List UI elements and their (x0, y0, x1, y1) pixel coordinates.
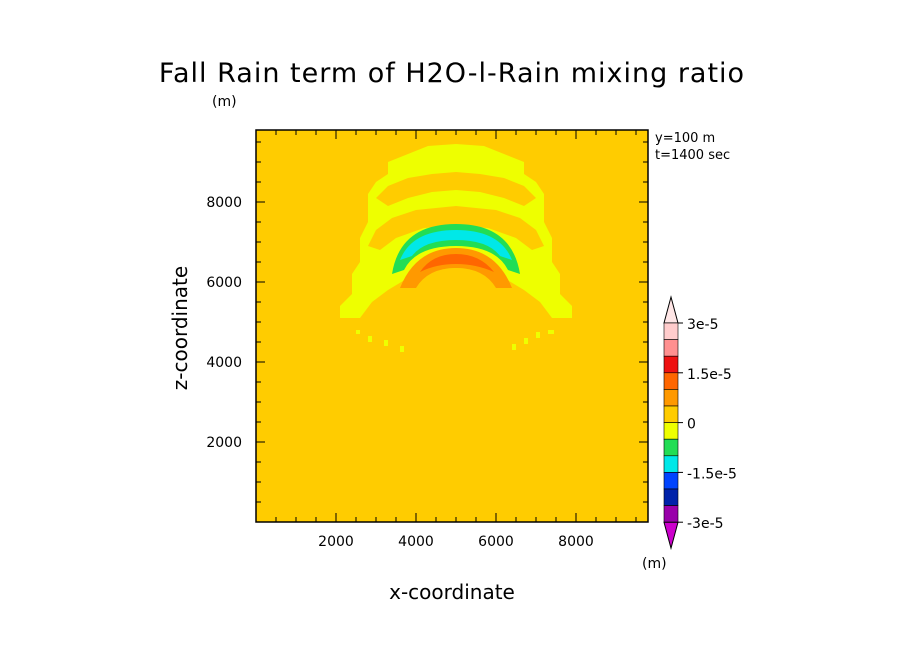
colorbar-label: 1.5e-5 (687, 367, 732, 383)
colorbar-swatch-8 (663, 455, 679, 473)
colorbar-bottom-triangle (663, 521, 679, 551)
colorbar-label: 0 (687, 417, 696, 433)
colorbar-swatch-5 (663, 405, 679, 423)
colorbar-swatch-10 (663, 488, 679, 506)
y-tick-label: 6000 (206, 275, 242, 291)
colorbar-swatch-3 (663, 372, 679, 390)
colorbar-swatch-2 (663, 355, 679, 374)
x-tick-label: 4000 (398, 534, 434, 550)
colorbar-swatch-7 (663, 438, 679, 457)
y-tick-label: 8000 (206, 195, 242, 211)
x-tick-label: 2000 (318, 534, 354, 550)
contour-orange-arc (400, 248, 512, 288)
contour-zero-gap-lower (368, 206, 544, 250)
contour-speck-5 (524, 338, 528, 344)
y-unit-label: (m) (212, 94, 237, 110)
y-tick-label: 4000 (206, 355, 242, 371)
plot-frame (255, 129, 649, 523)
x-tick-label: 8000 (558, 534, 594, 550)
contour-speck-2 (384, 340, 388, 346)
colorbar-swatch-9 (663, 472, 679, 490)
colorbar-swatch-1 (663, 339, 679, 357)
x-tick-label: 6000 (478, 534, 514, 550)
y-tick-label: 2000 (206, 435, 242, 451)
y-slice-label: y=100 m (655, 131, 716, 146)
colorbar-label: -3e-5 (687, 516, 724, 532)
contour-speck-7 (548, 330, 554, 334)
colorbar-swatch-0 (663, 322, 679, 340)
colorbar-swatch-11 (663, 505, 679, 523)
contour-cyan-arc (400, 230, 512, 260)
colorbar-label: -1.5e-5 (687, 466, 737, 482)
contour-zero-gap-upper (376, 172, 536, 206)
contour-speck-0 (356, 330, 360, 334)
x-unit-label: (m) (642, 556, 667, 572)
colorbar-top-triangle (663, 295, 679, 324)
colorbar-swatch-4 (663, 389, 679, 407)
colorbar-label: 3e-5 (687, 317, 718, 333)
time-label: t=1400 sec (655, 148, 731, 163)
plot-info: y=100 m t=1400 sec (655, 130, 730, 164)
contour-speck-6 (536, 332, 540, 338)
x-axis-label: x-coordinate (389, 580, 515, 604)
contour-speck-4 (512, 344, 516, 350)
colorbar-swatch-6 (663, 422, 679, 440)
contour-dark-orange-core (420, 254, 494, 272)
contour-speck-1 (368, 336, 372, 342)
contour-speck-3 (400, 346, 404, 352)
chart-title: Fall Rain term of H2O-l-Rain mixing rati… (158, 58, 746, 89)
